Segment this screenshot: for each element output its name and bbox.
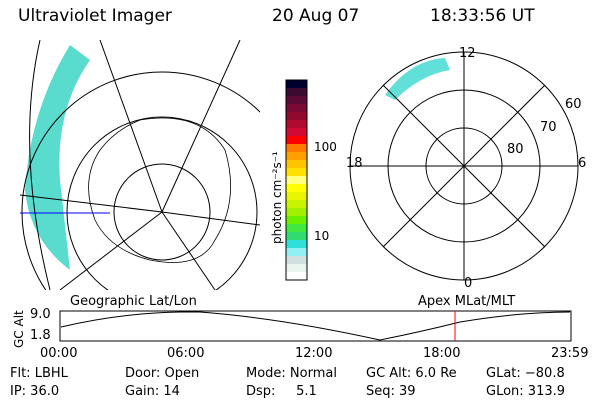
status-ip: IP: 36.0: [10, 384, 60, 399]
colorbar-band: [286, 160, 307, 169]
polar-ring-70: 70: [540, 120, 557, 135]
colorbar-band: [286, 104, 307, 113]
polar-label-6: 6: [578, 156, 587, 171]
status-dsp: Dsp: 5.1: [246, 384, 317, 399]
y-axis-label: GC Alt: [12, 310, 26, 348]
colorbar-band: [286, 136, 307, 145]
colorbar-band: [286, 192, 307, 201]
colorbar-band: [286, 144, 307, 153]
xtick: 23:59: [551, 346, 589, 361]
colorbar-band: [286, 88, 307, 97]
xtick: 06:00: [167, 346, 205, 361]
apex-label: Apex MLat/MLT: [418, 294, 516, 309]
colorbar-band: [286, 200, 307, 209]
colorbar-band: [286, 256, 307, 265]
colorbar-tick-100: 100: [314, 140, 337, 154]
status-gc-alt: GC Alt: 6.0 Re: [366, 366, 457, 381]
colorbar-band: [286, 248, 307, 257]
colorbar-band: [286, 216, 307, 225]
colorbar-band: [286, 152, 307, 161]
polar-ring-60: 60: [565, 97, 582, 112]
time-label: 18:33:56 UT: [430, 6, 535, 26]
status-gain: Gain: 14: [125, 384, 180, 399]
status-seq: Seq: 39: [366, 384, 416, 399]
colorbar-band: [286, 112, 307, 121]
polar-plot: [349, 51, 579, 281]
colorbar-band: [286, 240, 307, 249]
polar-label-18: 18: [346, 156, 363, 171]
colorbar-band: [286, 208, 307, 217]
status-mode: Mode: Normal: [246, 366, 337, 381]
colorbar-band: [286, 184, 307, 193]
colorbar-label: photon cm⁻²s⁻¹: [270, 151, 284, 244]
ytick-1-8: 1.8: [30, 328, 51, 343]
altitude-plot: [59, 310, 572, 342]
colorbar-frame: [285, 79, 308, 281]
xtick: 00:00: [40, 346, 78, 361]
status-filter: Flt: LBHL: [10, 366, 68, 381]
aurora-emission: [25, 45, 90, 270]
polar-label-12: 12: [459, 46, 476, 61]
colorbar-band: [286, 96, 307, 105]
colorbar-band: [286, 128, 307, 137]
colorbar-band: [286, 176, 307, 185]
status-glon: GLon: 313.9: [486, 384, 566, 399]
geographic-map: [20, 40, 260, 290]
colorbar-band: [286, 264, 307, 273]
colorbar-band: [286, 168, 307, 177]
polar-label-0: 0: [464, 276, 473, 291]
colorbar: [285, 79, 308, 281]
xtick: 18:00: [423, 346, 461, 361]
status-glat: GLat: −80.8: [486, 366, 565, 381]
colorbar-band: [286, 232, 307, 241]
status-door: Door: Open: [125, 366, 200, 381]
date-label: 20 Aug 07: [272, 6, 360, 26]
polar-aurora: [385, 58, 450, 100]
colorbar-band: [286, 224, 307, 233]
xtick: 12:00: [295, 346, 333, 361]
polar-ring-80: 80: [507, 142, 524, 157]
geographic-label: Geographic Lat/Lon: [70, 294, 197, 309]
colorbar-band: [286, 80, 307, 89]
colorbar-band: [286, 272, 307, 281]
colorbar-band: [286, 120, 307, 129]
ytick-9: 9.0: [30, 307, 51, 322]
colorbar-tick-10: 10: [314, 229, 330, 243]
instrument-title: Ultraviolet Imager: [18, 6, 172, 26]
